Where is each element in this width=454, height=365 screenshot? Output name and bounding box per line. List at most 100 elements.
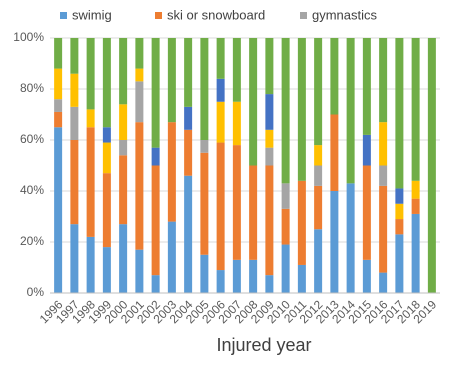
bar-segment	[297, 264, 306, 293]
bar-segment	[379, 185, 388, 273]
bar-segment	[411, 38, 420, 181]
bar-segment	[216, 38, 225, 79]
bar-segment	[167, 221, 176, 293]
bar-segment	[151, 38, 160, 148]
bar-segment	[314, 229, 323, 293]
bar-segment	[395, 38, 404, 189]
bar-segment	[265, 38, 274, 95]
bar-segment	[346, 183, 355, 293]
bar-segment	[395, 188, 404, 204]
bar-segment	[216, 142, 225, 271]
bar-segment	[184, 38, 193, 107]
bar-segment	[119, 155, 128, 225]
bar-segment	[216, 78, 225, 102]
bar-segment	[362, 38, 371, 135]
bar-segment	[119, 140, 128, 156]
bar-segment	[135, 81, 144, 123]
bar-segment	[411, 180, 420, 199]
bar-segment	[330, 114, 339, 191]
bar-segment	[102, 247, 111, 293]
bar-segment	[102, 142, 111, 174]
bar-segment	[362, 165, 371, 260]
bar-segment	[70, 73, 79, 107]
bar-segment	[70, 224, 79, 293]
bar-segment	[314, 38, 323, 146]
bar-segment	[216, 270, 225, 293]
bar-segment	[330, 38, 339, 115]
bar-segment	[54, 127, 63, 293]
bar-segment	[427, 38, 436, 293]
y-tick-label: 0%	[27, 285, 45, 299]
bar-segment	[314, 145, 323, 166]
bar-segment	[314, 165, 323, 186]
bar-segment	[151, 275, 160, 293]
bar-segment	[151, 165, 160, 276]
bar-segment	[102, 38, 111, 128]
bar-segment	[249, 259, 258, 293]
legend-swatch	[300, 12, 307, 19]
bar-segment	[249, 165, 258, 260]
bar-segment	[184, 129, 193, 176]
bar-segment	[102, 127, 111, 143]
bar-segment	[135, 249, 144, 293]
bar-segment	[411, 213, 420, 293]
bar-segment	[297, 38, 306, 181]
y-tick-label: 40%	[20, 183, 44, 197]
bar-segment	[281, 183, 290, 209]
bar-segment	[281, 244, 290, 293]
bar-segment	[232, 259, 241, 293]
bar-segment	[102, 173, 111, 248]
bar-segment	[249, 38, 258, 166]
bar-segment	[54, 111, 63, 128]
bar-segment	[151, 147, 160, 166]
bar-segment	[86, 109, 95, 128]
bar-segment	[265, 275, 274, 293]
y-tick-label: 100%	[13, 30, 44, 44]
bar-segment	[86, 236, 95, 293]
legend-label: ski or snowboard	[167, 7, 265, 22]
legend-swatch	[60, 12, 67, 19]
bar-segment	[330, 191, 339, 293]
bar-segment	[314, 185, 323, 230]
x-axis-label: Injured year	[216, 335, 311, 355]
bar-segment	[281, 208, 290, 245]
bar-segment	[119, 224, 128, 293]
bar-segment	[379, 122, 388, 166]
bar-segment	[70, 106, 79, 140]
bar-segment	[265, 94, 274, 130]
bar-segment	[54, 38, 63, 69]
y-tick-label: 60%	[20, 132, 44, 146]
bar-segment	[395, 219, 404, 235]
bar-segment	[54, 99, 63, 112]
bar-segment	[200, 152, 209, 255]
bar-segment	[395, 203, 404, 220]
legend-swatch	[155, 12, 162, 19]
bar-segment	[232, 38, 241, 102]
bar-segment	[346, 38, 355, 184]
bar-segment	[54, 68, 63, 100]
y-tick-label: 20%	[20, 234, 44, 248]
bar-segment	[362, 259, 371, 293]
bar-segment	[232, 145, 241, 260]
bar-segment	[135, 68, 144, 82]
bar-segment	[297, 180, 306, 265]
bar-segment	[216, 101, 225, 143]
bar-segment	[119, 104, 128, 140]
bar-segment	[362, 134, 371, 166]
bar-segment	[265, 129, 274, 148]
bar-segment	[119, 38, 128, 105]
bar-segment	[70, 140, 79, 225]
bar-segment	[167, 38, 176, 123]
bar-segment	[395, 234, 404, 293]
bar-segment	[281, 38, 290, 184]
bar-segment	[70, 38, 79, 74]
bar-segment	[135, 38, 144, 69]
bar-segment	[379, 165, 388, 186]
bar-segment	[200, 254, 209, 293]
bar-segment	[184, 175, 193, 293]
y-tick-label: 80%	[20, 81, 44, 95]
legend-label: gymnastics	[312, 7, 378, 22]
bar-segment	[135, 122, 144, 250]
bar-segment	[167, 122, 176, 222]
